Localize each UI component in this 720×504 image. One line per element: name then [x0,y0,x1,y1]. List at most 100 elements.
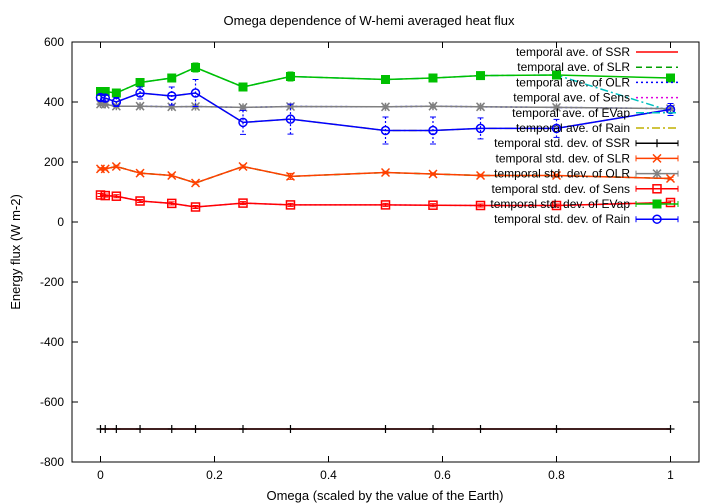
series-11 [95,79,676,145]
data-point [381,425,390,433]
legend-item: temporal ave. of Rain [516,121,678,135]
marker-shape [476,71,486,81]
data-point [666,425,675,433]
y-tick-label: 200 [44,155,64,169]
data-point [428,125,438,136]
legend-label: temporal ave. of Rain [516,121,630,135]
legend-marker [652,184,662,194]
data-point [551,123,562,134]
marker-shape [190,202,201,212]
marker-stroke [428,169,438,179]
series-9 [95,190,676,212]
marker-shape [190,88,201,98]
marker-stroke [475,170,486,181]
legend-label: temporal ave. of SLR [517,60,630,74]
data-point [665,197,676,208]
data-point [286,425,295,433]
marker-shape [380,200,391,210]
legend-item: temporal std. dev. of SLR [495,151,679,165]
legend-label: temporal std. dev. of Sens [491,182,630,196]
data-point [101,425,110,433]
marker-shape [111,191,122,201]
data-point [111,161,121,172]
legend-marker [653,139,661,148]
data-point [285,200,296,210]
marker-shape [167,73,177,83]
series-7 [95,161,676,188]
data-point [238,82,248,92]
data-point [167,102,177,112]
marker-shape [167,198,177,209]
legend-item: temporal std. dev. of Sens [491,182,679,196]
data-point [475,200,486,211]
marker-shape [552,70,561,80]
legend-item: temporal ave. of SSR [516,45,678,59]
marker-stroke [428,101,438,111]
marker-shape [475,200,486,211]
data-point [665,173,676,184]
marker-shape [100,93,110,103]
data-point [100,190,110,201]
data-point [428,425,437,433]
data-point [238,117,248,128]
data-point [551,200,562,211]
data-point [475,102,486,112]
marker-shape [652,184,662,194]
data-point [135,88,145,98]
legend-label: temporal ave. of Sens [513,91,630,105]
y-tick-label: -400 [40,335,64,349]
marker-stroke [238,161,248,172]
x-tick-label: 0.2 [206,468,223,482]
y-tick-label: 400 [44,95,64,109]
series-6 [96,425,675,433]
data-point [136,425,145,433]
y-tick-label: -600 [40,395,64,409]
marker-shape [100,190,110,201]
marker-shape [666,73,675,83]
x-axis-label: Omega (scaled by the value of the Earth) [266,488,503,503]
marker-stroke [135,101,145,111]
data-point [380,167,391,178]
plot-frame [71,41,700,463]
marker-stroke [135,168,145,178]
x-tick-label: 0.8 [548,468,565,482]
marker-shape [428,200,438,210]
legend-item: temporal std. dev. of OLR [494,167,679,181]
marker-shape [428,125,438,136]
marker-stroke [380,167,391,178]
x-tick-label: 1 [667,468,674,482]
x-tick-label: 0.6 [434,468,451,482]
marker-stroke [190,178,201,188]
marker-shape [652,214,662,224]
legend-item: temporal std. dev. of SSR [494,136,679,150]
data-point [111,97,122,107]
marker-shape [381,75,390,84]
data-point [285,72,295,81]
legend-item: temporal ave. of OLR [516,75,678,89]
marker-shape [285,72,295,81]
data-point [428,101,438,111]
data-point [380,102,391,112]
data-point [475,170,486,181]
legend-label: temporal ave. of OLR [516,75,630,89]
data-point [167,425,176,433]
marker-stroke [100,164,110,174]
data-point [238,198,248,208]
marker-shape [238,117,248,128]
marker-stroke [475,102,486,112]
data-point [428,200,438,210]
marker-shape [238,198,248,208]
data-point [238,161,248,172]
legend-label: temporal std. dev. of SSR [494,136,630,150]
data-point [190,202,201,212]
data-point [111,88,121,98]
marker-stroke [285,171,296,181]
data-point [551,170,562,181]
data-point [428,169,438,179]
legend-marker [652,153,662,163]
marker-shape [665,197,676,208]
marker-shape [135,88,145,98]
y-tick-label: 600 [44,35,64,49]
marker-shape [652,199,662,209]
